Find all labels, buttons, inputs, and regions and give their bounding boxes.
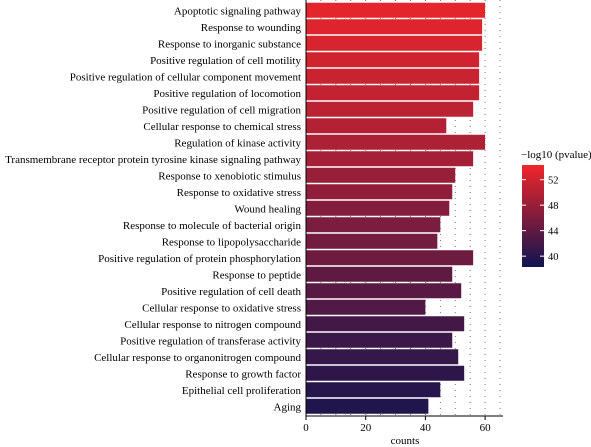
bar	[306, 283, 462, 299]
category-label: Response to wounding	[201, 22, 302, 34]
category-label: Response to xenobiotic stimulus	[158, 170, 301, 182]
bar	[306, 85, 480, 101]
bar	[306, 316, 465, 332]
bar	[306, 217, 441, 233]
bar	[306, 299, 426, 315]
bar	[306, 398, 429, 414]
legend-tick-label: 48	[548, 201, 559, 212]
bar	[306, 52, 480, 68]
bar	[306, 200, 450, 216]
bar	[306, 233, 438, 249]
bar	[306, 332, 453, 348]
category-label: Regulation of kinase activity	[174, 137, 301, 149]
bar	[306, 118, 447, 134]
category-label: Positive regulation of cell migration	[142, 104, 301, 116]
bar	[306, 151, 474, 167]
bar	[306, 2, 486, 18]
category-label: Positive regulation of cell death	[161, 286, 301, 298]
bar	[306, 134, 486, 150]
category-label: Positive regulation of transferase activ…	[120, 335, 301, 347]
category-label: Positive regulation of cellular componen…	[70, 71, 301, 83]
legend-tick-label: 40	[548, 252, 559, 263]
bar	[306, 382, 441, 398]
legend-colorbar	[522, 165, 544, 267]
category-label: Wound healing	[234, 203, 301, 215]
bar	[306, 365, 465, 381]
category-label: Response to growth factor	[185, 368, 301, 380]
legend-tick-label: 44	[548, 227, 559, 238]
bar	[306, 68, 480, 84]
category-label: Transmembrane receptor protein tyrosine …	[5, 154, 301, 166]
category-label: Response to inorganic substance	[158, 38, 301, 50]
category-label: Epithelial cell proliferation	[182, 385, 302, 397]
legend-title: −log10 (pvalue)	[521, 149, 591, 161]
category-label: Positive regulation of protein phosphory…	[98, 253, 301, 265]
bars	[306, 2, 486, 414]
x-axis: 0 20 40 60	[303, 0, 503, 434]
x-tick-label: 0	[303, 422, 309, 434]
x-tick-label: 20	[360, 422, 372, 434]
x-axis-title: counts	[391, 435, 420, 447]
category-label: Cellular response to chemical stress	[143, 121, 301, 133]
bar	[306, 19, 483, 35]
bar	[306, 35, 483, 51]
category-label: Response to lipopolysaccharide	[162, 236, 301, 248]
category-label: Response to peptide	[212, 269, 301, 281]
x-tick-label: 40	[420, 422, 432, 434]
legend-tick-label: 52	[548, 176, 559, 187]
x-tick-label: 60	[480, 422, 492, 434]
category-label: Response to molecule of bacterial origin	[123, 220, 302, 232]
legend: −log10 (pvalue) 40 44 48 52	[521, 149, 591, 267]
bar	[306, 167, 456, 183]
bar	[306, 101, 474, 117]
category-label: Cellular response to nitrogen compound	[124, 319, 301, 331]
category-label: Apoptotic signaling pathway	[174, 5, 302, 17]
category-label: Aging	[274, 401, 302, 413]
bar	[306, 250, 474, 266]
bar	[306, 349, 459, 365]
category-label: Cellular response to oxidative stress	[142, 302, 301, 314]
category-label: Positive regulation of locomotion	[153, 88, 301, 100]
category-labels: Apoptotic signaling pathway Response to w…	[5, 5, 301, 413]
category-label: Positive regulation of cell motility	[150, 55, 301, 67]
bar	[306, 184, 453, 200]
bar	[306, 266, 453, 282]
category-label: Cellular response to organonitrogen comp…	[94, 352, 301, 364]
category-label: Response to oxidative stress	[177, 187, 301, 199]
